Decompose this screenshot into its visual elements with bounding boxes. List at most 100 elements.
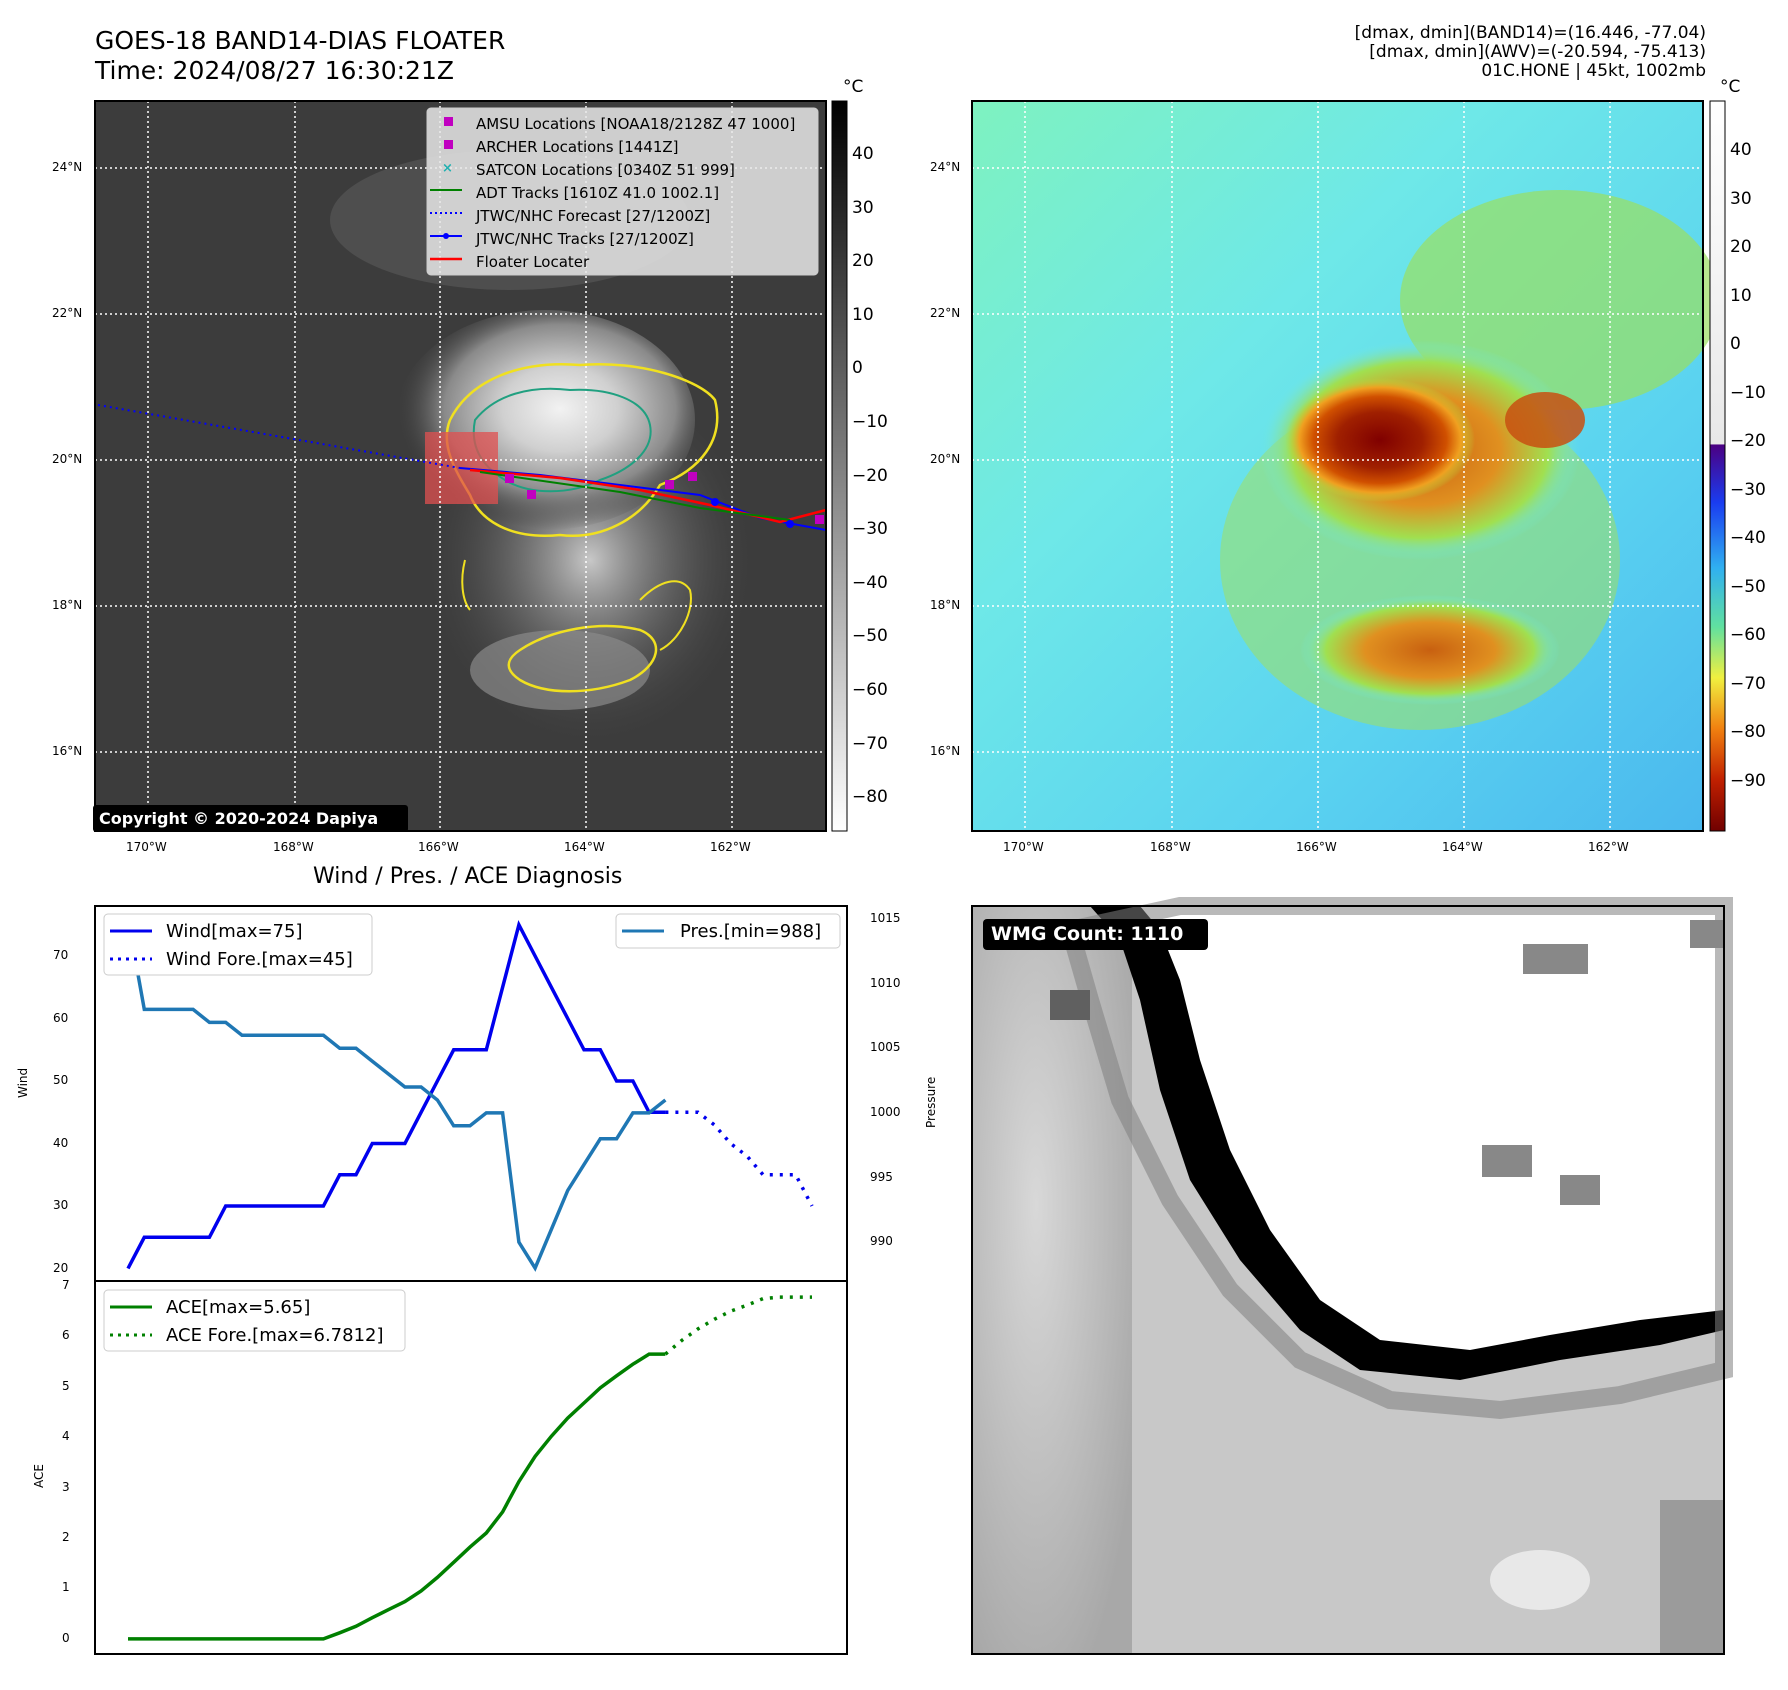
legend-marker-tracks-dot [443, 233, 449, 239]
ir-colorbar-tick: −80 [852, 787, 888, 808]
wmg-patch-4 [1560, 1175, 1600, 1205]
awv-storm-core [1285, 378, 1475, 502]
awv-band-south [1300, 595, 1560, 705]
ir-lon-tick: 166°W [418, 840, 459, 854]
awv-lon-tick: 170°W [1003, 840, 1044, 854]
legend-marker-amsu [444, 117, 453, 126]
wmg-bright-spot [1490, 1550, 1590, 1610]
legend-tracks: JTWC/NHC Tracks [27/1200Z] [476, 230, 694, 248]
wmg-east-band [1660, 1500, 1724, 1654]
forecast-track [97, 404, 461, 469]
pressure-series-line [126, 918, 667, 1272]
wind-legend-box [103, 913, 373, 976]
ir-lon-tick: 170°W [126, 840, 167, 854]
legend-floater: Floater Locater [476, 253, 590, 271]
wmg-frame [971, 905, 1725, 1655]
copyright-box [93, 805, 408, 832]
awv-lon-tick: 168°W [1150, 840, 1191, 854]
awv-colorbar-tick: 0 [1730, 334, 1741, 354]
awv-lat-tick: 16°N [930, 744, 961, 758]
ir-contour-band [639, 580, 692, 651]
wmg-count-box [983, 919, 1208, 950]
wmg-eye-region [1140, 906, 1724, 1350]
ir-colorbar-tick: −20 [852, 465, 888, 486]
ace-ylabel: ACE [32, 1464, 46, 1488]
pres-plot [126, 918, 667, 1272]
wmg-patch-1 [1523, 944, 1588, 974]
ir-colorbar-tick: 0 [852, 358, 863, 379]
archer-marker-2 [665, 480, 674, 489]
ir-colorbar-tick: 20 [852, 251, 874, 272]
ace-tick: 1 [62, 1580, 70, 1595]
legend-amsu: AMSU Locations [NOAA18/2128Z 47 1000] [476, 115, 796, 133]
awv-colorbar-tick: −70 [1730, 673, 1766, 694]
awv-lat-tick: 20°N [930, 452, 961, 466]
awv-colorbar-tick: −40 [1730, 528, 1766, 548]
wmg-patch-5 [1050, 990, 1090, 1020]
pressure-tick: 990 [870, 1234, 893, 1249]
ir-legend: AMSU Locations [NOAA18/2128Z 47 1000] AR… [476, 113, 795, 274]
ir-cloud-band [470, 630, 650, 710]
awv-range: [dmax, dmin](AWV)=(-20.594, -75.413) [1369, 42, 1706, 62]
wmg-count-label: WMG Count: 1110 [991, 923, 1184, 945]
ir-colorbar-unit: °C [843, 77, 864, 97]
legend-satcon: SATCON Locations [0340Z 51 999] [476, 161, 735, 179]
track-point-2 [786, 520, 794, 528]
wind-tick: 60 [53, 1010, 69, 1025]
awv-colorbar-tick: −90 [1730, 770, 1766, 791]
wind-tick: 20 [53, 1260, 69, 1275]
ir-colorbar-tick: 40 [852, 144, 874, 164]
awv-colorbar-tick: 30 [1730, 188, 1752, 209]
pressure-tick: 1000 [870, 1104, 901, 1119]
figure-title: GOES-18 BAND14-DIAS FLOATER [95, 26, 506, 55]
amsu-marker [505, 474, 514, 483]
ir-lon-tick: 162°W [710, 840, 751, 854]
pressure-tick: 995 [870, 1169, 893, 1184]
stats-info: [dmax, dmin](BAND14)=(16.446, -77.04) [d… [1355, 24, 1706, 81]
awv-colorbar-tick: −30 [1730, 479, 1766, 500]
ir-colorbar-tick: −40 [852, 572, 888, 593]
pressure-tick: 1015 [870, 910, 901, 925]
ir-legend-box [426, 107, 819, 276]
legend-archer: ARCHER Locations [1441Z] [476, 138, 679, 156]
ace-series-line [128, 1352, 666, 1641]
awv-gridlines [972, 101, 1703, 831]
wmg-patch-2 [1690, 920, 1724, 948]
legend-marker-archer [444, 140, 453, 149]
awv-colorbar-tick: −80 [1730, 722, 1766, 742]
legend-pres: Pres.[min=988] [680, 921, 822, 942]
ace-tick: 0 [62, 1630, 70, 1645]
ir-contour-teal [472, 387, 652, 493]
pres-ylabel: Pressure [924, 1076, 938, 1128]
pres-legend-box [615, 913, 841, 949]
ace-tick: 6 [62, 1328, 70, 1343]
ace-tick: 4 [62, 1429, 70, 1444]
copyright-text: Copyright © 2020-2024 Dapiya [99, 809, 379, 828]
ir-map-frame [94, 100, 827, 832]
awv-lon-tick: 162°W [1588, 840, 1629, 854]
band14-range: [dmax, dmin](BAND14)=(16.446, -77.04) [1354, 23, 1706, 43]
archer-marker-4 [815, 515, 824, 524]
ir-contour-south [507, 624, 658, 693]
ir-lat-tick: 24°N [52, 160, 83, 174]
ace-series-forecast-line [664, 1295, 812, 1356]
archer-marker-3 [688, 472, 697, 481]
wind-tick: 70 [53, 948, 69, 962]
awv-colorbar [1709, 100, 1726, 832]
ace-legend-box [103, 1289, 406, 1352]
ir-colorbar-tick: −30 [852, 519, 888, 540]
archer-marker [527, 490, 536, 499]
legend-marker-satcon: × [442, 161, 453, 176]
wind-series-line [126, 919, 666, 1270]
pressure-tick: 1005 [870, 1040, 901, 1055]
storm-summary: 01C.HONE | 45kt, 1002mb [1481, 61, 1706, 81]
awv-map-frame [971, 100, 1704, 832]
wind-tick: 40 [53, 1135, 69, 1150]
ir-colorbar [831, 100, 848, 832]
ir-colorbar-tick: 30 [852, 197, 874, 218]
ir-colorbar-tick: −10 [852, 412, 888, 432]
awv-colorbar-tick: −20 [1730, 431, 1766, 451]
awv-lon-tick: 166°W [1296, 840, 1337, 854]
ir-colorbar-tick: −70 [852, 733, 888, 754]
